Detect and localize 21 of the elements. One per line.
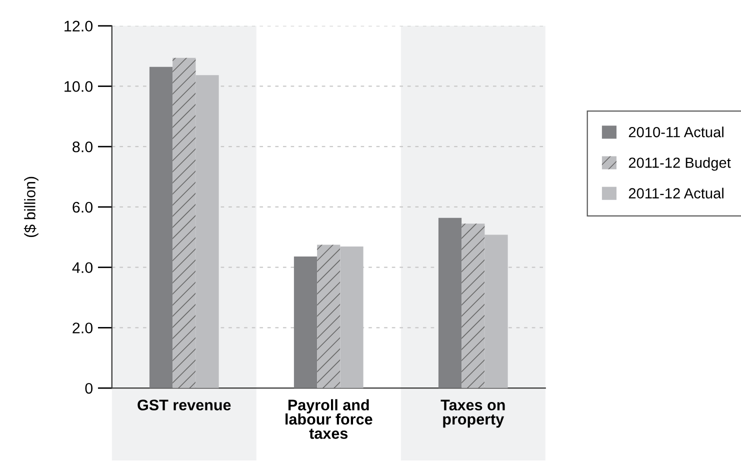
y-tick-label: 12.0 [64, 20, 93, 32]
bar [317, 244, 340, 388]
bar [294, 256, 318, 388]
y-axis-title: ($ billion) [24, 176, 38, 238]
legend-label: 2011-12 Actual [628, 188, 724, 198]
y-tick-label: 0 [85, 382, 93, 394]
bar [462, 224, 485, 388]
y-tick-label: 10.0 [64, 81, 93, 92]
bar [172, 58, 196, 388]
bar [438, 218, 462, 388]
y-tick-label: 2.0 [72, 322, 93, 334]
y-tick-label: 4.0 [72, 262, 93, 274]
x-tick-label: Taxes on property [440, 400, 505, 428]
legend-label: 2011-12 Budget [628, 157, 731, 171]
legend-label: 2010-11 Actual [628, 126, 724, 138]
y-tick-label: 6.0 [72, 202, 93, 213]
bar [149, 66, 173, 388]
x-tick-label: GST revenue [138, 400, 231, 410]
bar [196, 75, 219, 388]
y-tick-label: 8.0 [72, 141, 93, 152]
x-tick-label: Payroll and labour force taxes [286, 399, 372, 439]
